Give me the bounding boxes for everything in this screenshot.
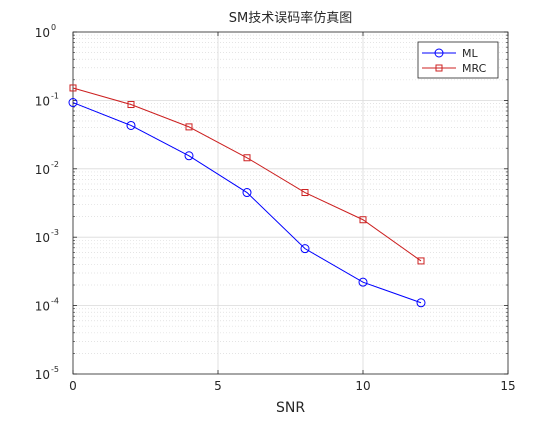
data-point-ml (242, 188, 252, 198)
x-axis-label: SNR (276, 400, 305, 416)
legend-marker-mrc (435, 64, 443, 72)
y-tick-label: 10 (35, 26, 50, 40)
data-point-mrc (417, 257, 425, 265)
y-tick-label: 10 (35, 300, 50, 314)
data-point-mrc (127, 101, 135, 109)
series-layer (68, 84, 426, 308)
data-point-ml (358, 277, 368, 287)
y-tick-label: 10 (35, 368, 50, 382)
data-point-mrc (359, 216, 367, 224)
data-point-mrc (69, 84, 77, 92)
y-tick-exponent: -1 (51, 91, 59, 100)
data-point-ml (416, 298, 426, 308)
legend-label-ml: ML (462, 47, 478, 60)
data-point-mrc (185, 123, 193, 131)
legend: ML MRC (417, 41, 499, 79)
y-tick-label: 10 (35, 163, 50, 177)
x-tick-label: 15 (500, 379, 515, 393)
data-point-ml (126, 120, 136, 130)
y-tick-exponent: -2 (51, 160, 59, 169)
series-mrc (69, 84, 425, 265)
data-point-ml (68, 98, 78, 108)
legend-marker-ml (434, 48, 444, 58)
plot-area (72, 31, 509, 375)
y-tick-label: 10 (35, 94, 50, 108)
x-tick-label: 5 (214, 379, 222, 393)
y-tick-exponent: -4 (51, 297, 59, 306)
legend-box (417, 41, 499, 79)
data-point-mrc (301, 189, 309, 197)
y-tick-exponent: 0 (51, 23, 56, 32)
y-tick-label: 10 (35, 231, 50, 245)
data-point-mrc (243, 154, 251, 162)
data-point-ml (300, 244, 310, 254)
series-line-ml (72, 102, 422, 304)
data-point-ml (184, 151, 194, 161)
series-ml (68, 98, 426, 308)
grid (72, 31, 509, 375)
series-line-mrc (72, 87, 422, 262)
x-tick-label: 0 (69, 379, 77, 393)
x-tick-label: 10 (355, 379, 370, 393)
chart-title: SM技术误码率仿真图 (229, 10, 352, 26)
legend-label-mrc: MRC (462, 62, 487, 75)
y-tick-exponent: -3 (51, 228, 59, 237)
y-tick-exponent: -5 (51, 365, 59, 374)
